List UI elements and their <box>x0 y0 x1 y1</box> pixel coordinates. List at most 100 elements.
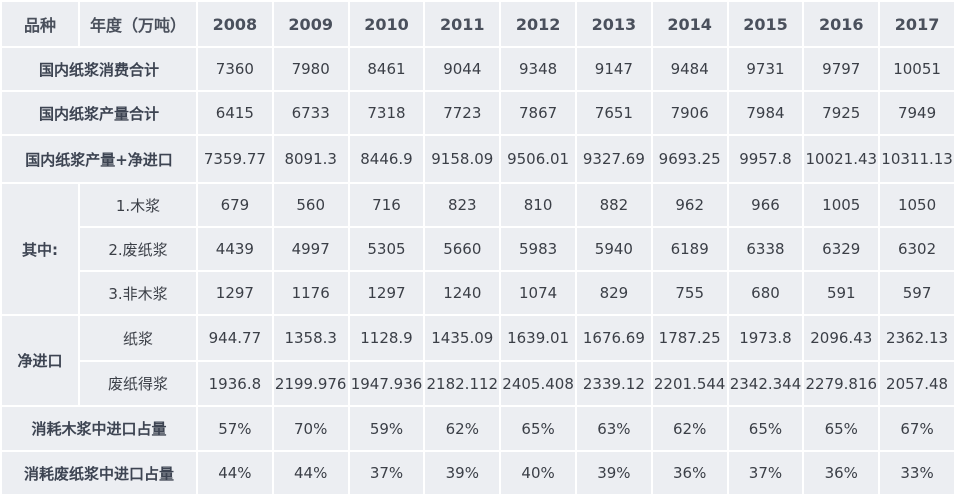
header-year-cell: 2017 <box>878 0 954 48</box>
share-row: 消耗木浆中进口占量 57% 70% 59% 62% 65% 63% 62% 65% 65% 67% <box>0 405 954 452</box>
value-cell: 1297 <box>196 270 274 316</box>
value-cell: 2339.12 <box>574 360 653 407</box>
value-cell: 716 <box>347 182 426 228</box>
value-cell: 8446.9 <box>347 134 426 184</box>
value-cell: 67% <box>878 405 954 452</box>
value-cell: 33% <box>878 450 954 496</box>
value-cell: 591 <box>802 270 881 316</box>
value-cell: 37% <box>726 450 805 496</box>
value-cell: 39% <box>423 450 502 496</box>
header-year-cell: 2009 <box>271 0 350 48</box>
value-cell: 9044 <box>423 46 502 92</box>
group-row: 3.非木浆 1297 1176 1297 1240 1074 829 755 680 591 597 <box>1 270 954 316</box>
row-label: 消耗废纸浆中进口占量 <box>0 450 198 496</box>
value-cell: 62% <box>423 405 502 452</box>
value-cell: 597 <box>878 270 954 316</box>
value-cell: 5660 <box>423 226 502 272</box>
data-row: 国内纸浆产量+净进口 7359.77 8091.3 8446.9 9158.09 9506… <box>0 134 954 184</box>
value-cell: 9957.8 <box>726 134 805 184</box>
value-cell: 679 <box>196 182 274 228</box>
value-cell: 9348 <box>499 46 577 92</box>
value-cell: 7906 <box>650 90 729 136</box>
value-cell: 2279.816 <box>802 360 881 407</box>
sub-label: 1.木浆 <box>78 182 198 228</box>
value-cell: 944.77 <box>196 314 274 362</box>
value-cell: 36% <box>802 450 881 496</box>
value-cell: 6302 <box>878 226 954 272</box>
value-cell: 10021.43 <box>802 134 881 184</box>
header-year-cell: 2010 <box>347 0 426 48</box>
value-cell: 6329 <box>802 226 881 272</box>
value-cell: 7925 <box>802 90 881 136</box>
value-cell: 4439 <box>196 226 274 272</box>
sub-label: 2.废纸浆 <box>78 226 198 272</box>
value-cell: 39% <box>574 450 653 496</box>
value-cell: 6189 <box>650 226 729 272</box>
value-cell: 2362.13 <box>878 314 954 362</box>
header-item: 品种 <box>0 0 80 48</box>
value-cell: 2405.408 <box>499 360 577 407</box>
value-cell: 1176 <box>271 270 350 316</box>
value-cell: 1936.8 <box>196 360 274 407</box>
group-label: 其中: <box>0 182 80 316</box>
value-cell: 57% <box>196 405 274 452</box>
row-label: 国内纸浆产量合计 <box>0 90 198 136</box>
value-cell: 1240 <box>423 270 502 316</box>
value-cell: 36% <box>650 450 729 496</box>
value-cell: 6338 <box>726 226 805 272</box>
value-cell: 65% <box>726 405 805 452</box>
value-cell: 1435.09 <box>423 314 502 362</box>
value-cell: 1128.9 <box>347 314 426 362</box>
value-cell: 5305 <box>347 226 426 272</box>
value-cell: 9693.25 <box>650 134 729 184</box>
value-cell: 1074 <box>499 270 577 316</box>
value-cell: 962 <box>650 182 729 228</box>
value-cell: 7984 <box>726 90 805 136</box>
value-cell: 810 <box>499 182 577 228</box>
value-cell: 1297 <box>347 270 426 316</box>
header-year-cell: 2008 <box>196 0 274 48</box>
value-cell: 1358.3 <box>271 314 350 362</box>
value-cell: 1005 <box>802 182 881 228</box>
value-cell: 9484 <box>650 46 729 92</box>
header-year-cell: 2011 <box>423 0 502 48</box>
value-cell: 823 <box>423 182 502 228</box>
value-cell: 2182.112 <box>423 360 502 407</box>
row-label: 消耗木浆中进口占量 <box>0 405 198 452</box>
value-cell: 966 <box>726 182 805 228</box>
header-year: 年度（万吨） <box>78 0 198 48</box>
value-cell: 5940 <box>574 226 653 272</box>
value-cell: 9731 <box>726 46 805 92</box>
value-cell: 2057.48 <box>878 360 954 407</box>
value-cell: 5983 <box>499 226 577 272</box>
row-label: 国内纸浆消费合计 <box>0 46 198 92</box>
value-cell: 829 <box>574 270 653 316</box>
value-cell: 7318 <box>347 90 426 136</box>
value-cell: 2096.43 <box>802 314 881 362</box>
sub-label: 废纸得浆 <box>78 360 198 407</box>
value-cell: 882 <box>574 182 653 228</box>
value-cell: 40% <box>499 450 577 496</box>
group-row: 其中: 1.木浆 679 560 716 823 810 882 962 966 1005 1050 <box>0 182 954 316</box>
header-year-cell: 2016 <box>802 0 881 48</box>
value-cell: 44% <box>271 450 350 496</box>
value-cell: 1973.8 <box>726 314 805 362</box>
value-cell: 59% <box>347 405 426 452</box>
value-cell: 8091.3 <box>271 134 350 184</box>
value-cell: 70% <box>271 405 350 452</box>
value-cell: 1639.01 <box>499 314 577 362</box>
data-row: 国内纸浆产量合计 6415 6733 7318 7723 7867 7651 7906 7984… <box>0 90 954 136</box>
value-cell: 65% <box>499 405 577 452</box>
group-row: 废纸得浆 1936.8 2199.976 1947.936 2182.112 2405.4… <box>1 360 954 407</box>
value-cell: 560 <box>271 182 350 228</box>
value-cell: 7359.77 <box>196 134 274 184</box>
value-cell: 7360 <box>196 46 274 92</box>
value-cell: 9147 <box>574 46 653 92</box>
value-cell: 9797 <box>802 46 881 92</box>
value-cell: 2342.344 <box>726 360 805 407</box>
header-year-cell: 2013 <box>574 0 653 48</box>
value-cell: 44% <box>196 450 274 496</box>
value-cell: 62% <box>650 405 729 452</box>
